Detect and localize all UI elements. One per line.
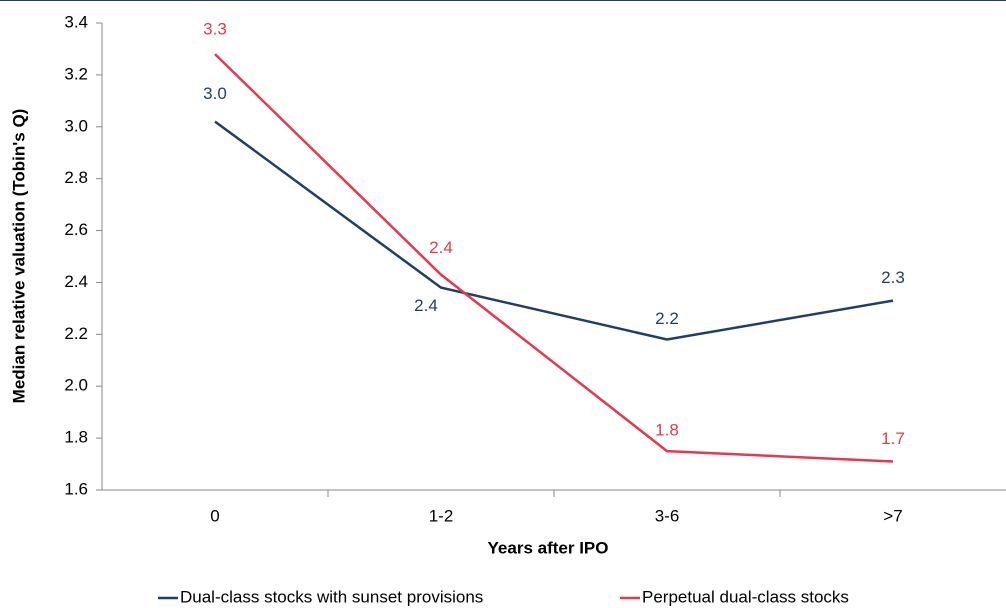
legend-label: Perpetual dual-class stocks bbox=[642, 587, 849, 606]
y-tick-label: 3.2 bbox=[64, 64, 88, 83]
data-label: 2.2 bbox=[655, 309, 679, 328]
x-axis-title: Years after IPO bbox=[488, 538, 609, 557]
y-axis-title: Median relative valuation (Tobin's Q) bbox=[9, 109, 28, 404]
y-tick-label: 3.4 bbox=[64, 12, 88, 31]
data-label: 1.8 bbox=[655, 421, 679, 440]
y-tick-label: 1.8 bbox=[64, 428, 88, 447]
data-label: 2.4 bbox=[429, 238, 453, 257]
legend-label: Dual-class stocks with sunset provisions bbox=[180, 587, 483, 606]
y-tick-label: 2.4 bbox=[64, 272, 88, 291]
x-tick-label: 1-2 bbox=[429, 506, 454, 525]
y-tick-label: 2.2 bbox=[64, 324, 88, 343]
line-series bbox=[214, 120, 894, 341]
data-label: 2.4 bbox=[414, 296, 438, 315]
x-tick-label: 3-6 bbox=[655, 506, 680, 525]
data-label: 1.7 bbox=[881, 429, 905, 448]
y-tick-label: 2.8 bbox=[64, 168, 88, 187]
data-label: 3.3 bbox=[203, 20, 227, 39]
y-tick-label: 2.0 bbox=[64, 376, 88, 395]
data-label: 2.3 bbox=[881, 268, 905, 287]
line-series bbox=[214, 53, 894, 463]
x-tick-label: 0 bbox=[210, 506, 219, 525]
y-tick-label: 1.6 bbox=[64, 479, 88, 498]
y-tick-label: 3.0 bbox=[64, 116, 88, 135]
data-label: 3.0 bbox=[203, 84, 227, 103]
y-tick-label: 2.6 bbox=[64, 220, 88, 239]
x-tick-label: >7 bbox=[883, 506, 902, 525]
